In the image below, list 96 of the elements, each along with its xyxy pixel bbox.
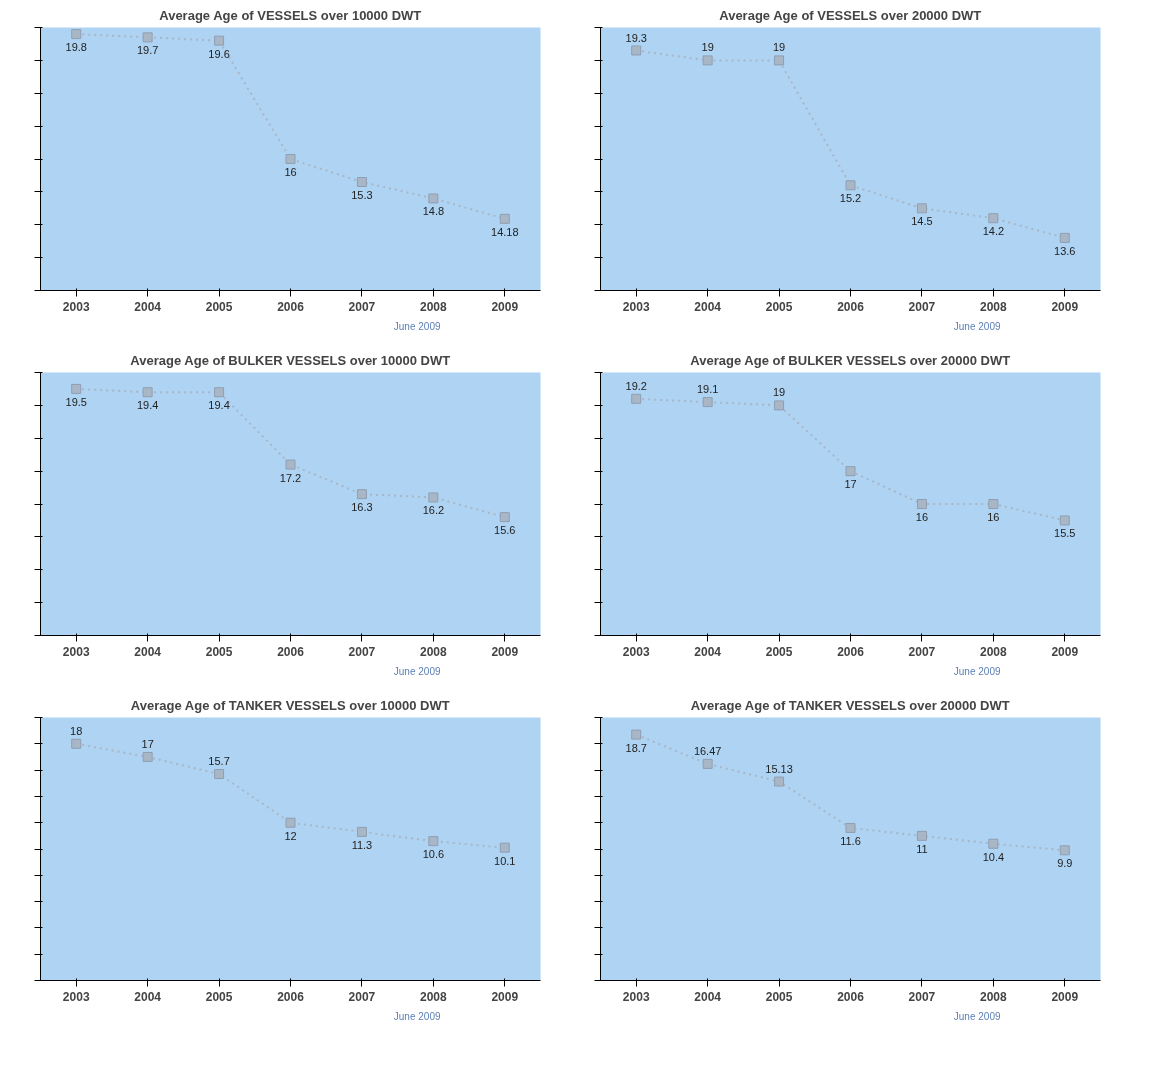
data-label: 19.5 [65, 395, 87, 408]
x-tick-label: 2008 [420, 989, 448, 1004]
x-tick-label: 2009 [1051, 989, 1079, 1004]
x-tick-label: 2009 [491, 299, 519, 314]
data-label: 19 [701, 41, 714, 54]
data-label: 17 [141, 737, 154, 750]
x-tick-label: 2003 [622, 644, 650, 659]
data-label: 15.6 [494, 524, 516, 537]
data-label: 19.8 [65, 41, 87, 54]
x-tick-label: 2004 [694, 989, 722, 1004]
x-tick-label: 2005 [205, 644, 233, 659]
data-label: 18 [70, 724, 83, 737]
x-tick-label: 2004 [134, 299, 162, 314]
data-label: 14.2 [982, 225, 1005, 238]
text: June 2009 [393, 320, 441, 332]
x-tick-label: 2009 [1051, 644, 1079, 659]
data-label: 16.2 [422, 504, 445, 517]
x-tick-label: 2006 [837, 644, 865, 659]
data-label: 14.5 [911, 215, 933, 228]
data-label: 14.18 [491, 225, 519, 238]
data-label: 16.47 [693, 744, 722, 757]
chart-title: Average Age of TANKER VESSELS over 20000 DWT [690, 697, 1010, 713]
x-tick-label: 2003 [62, 299, 90, 314]
x-tick-label: 2009 [1051, 299, 1079, 314]
x-tick-label: 2007 [908, 989, 936, 1004]
x-tick-label: 2004 [134, 644, 162, 659]
chart-title: Average Age of BULKER VESSELS over 10000 DWT [130, 352, 451, 368]
data-label: 12 [284, 829, 297, 842]
text: June 2009 [953, 665, 1001, 677]
data-label: 16.3 [351, 501, 373, 514]
x-tick-label: 2006 [837, 299, 865, 314]
x-tick-label: 2008 [420, 299, 448, 314]
data-label: 15.2 [839, 192, 862, 205]
data-label: 11.3 [351, 838, 373, 851]
chart-title: Average Age of VESSELS over 10000 DWT [159, 7, 422, 23]
data-label: 15.3 [351, 189, 373, 202]
chart-title: Average Age of VESSELS over 20000 DWT [719, 7, 982, 23]
data-label: 11 [916, 842, 928, 855]
x-tick-label: 2006 [837, 989, 865, 1004]
x-tick-label: 2009 [491, 644, 519, 659]
data-label: 15.5 [1054, 527, 1076, 540]
data-label: 19 [772, 41, 786, 54]
data-label: 17 [844, 478, 857, 491]
x-tick-label: 2008 [980, 299, 1008, 314]
x-tick-label: 2007 [908, 644, 936, 659]
x-tick-label: 2007 [348, 644, 376, 659]
x-tick-label: 2005 [765, 644, 793, 659]
x-tick-label: 2004 [694, 644, 722, 659]
data-label: 19.2 [625, 379, 647, 392]
x-tick-label: 2003 [622, 299, 650, 314]
data-label: 16 [987, 511, 1000, 523]
x-tick-label: 2009 [491, 989, 519, 1004]
data-label: 10.6 [422, 848, 445, 861]
x-tick-label: 2007 [908, 299, 936, 314]
data-label: 18.7 [625, 741, 647, 754]
data-label: 19.6 [208, 47, 230, 60]
x-tick-label: 2003 [62, 989, 90, 1004]
text: June 2009 [393, 1010, 441, 1022]
data-label: 15.7 [208, 755, 230, 768]
x-tick-label: 2008 [980, 989, 1008, 1004]
data-label: 19.7 [136, 44, 159, 57]
data-label: 15.13 [765, 762, 793, 775]
x-tick-label: 2005 [205, 299, 233, 314]
data-label: 16 [284, 166, 297, 178]
x-tick-label: 2006 [277, 299, 305, 314]
data-label: 19 [772, 386, 786, 399]
data-label: 14.8 [422, 205, 445, 218]
chart-title: Average Age of BULKER VESSELS over 20000 DWT [690, 352, 1011, 368]
x-tick-label: 2003 [622, 989, 650, 1004]
x-tick-label: 2008 [420, 644, 448, 659]
text: June 2009 [953, 1010, 1001, 1022]
text: June 2009 [953, 320, 1001, 332]
text: June 2009 [393, 665, 441, 677]
x-tick-label: 2005 [765, 299, 793, 314]
data-label: 19.3 [625, 31, 647, 44]
data-label: 17.2 [279, 471, 302, 484]
chart-title: Average Age of TANKER VESSELS over 10000 DWT [130, 697, 450, 713]
data-label: 10.4 [982, 850, 1005, 863]
data-label: 10.1 [494, 854, 516, 867]
data-label: 19.4 [208, 399, 230, 412]
x-tick-label: 2006 [277, 989, 305, 1004]
x-tick-label: 2006 [277, 644, 305, 659]
data-label: 9.9 [1057, 857, 1073, 870]
data-label: 19.1 [696, 383, 719, 396]
x-tick-label: 2007 [348, 989, 376, 1004]
x-tick-label: 2005 [205, 989, 233, 1004]
x-tick-label: 2004 [694, 299, 722, 314]
x-tick-label: 2004 [134, 989, 162, 1004]
data-label: 11.6 [840, 834, 861, 847]
x-tick-label: 2007 [348, 299, 376, 314]
x-tick-label: 2005 [765, 989, 793, 1004]
data-label: 19.4 [136, 399, 159, 412]
data-label: 13.6 [1054, 244, 1076, 257]
x-tick-label: 2003 [62, 644, 90, 659]
x-tick-label: 2008 [980, 644, 1008, 659]
data-label: 16 [915, 511, 929, 523]
